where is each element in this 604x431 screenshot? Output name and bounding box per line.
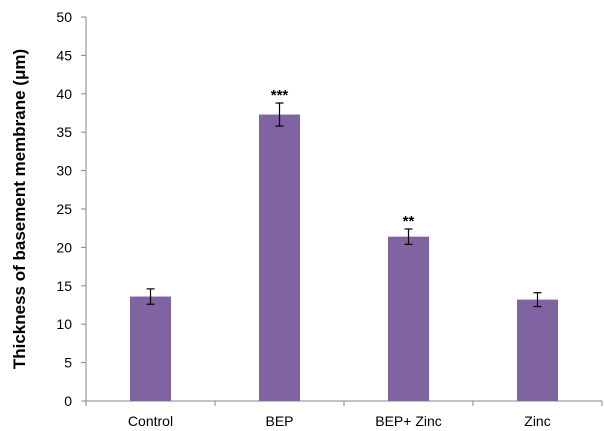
x-category-label: Zinc (524, 413, 550, 429)
x-category-label: Control (128, 413, 173, 429)
y-tick-label: 30 (56, 163, 72, 179)
x-category-label: BEP+ Zinc (375, 413, 442, 429)
significance-marker: ** (403, 213, 415, 230)
bar-zinc (517, 299, 558, 401)
significance-marker: *** (271, 87, 289, 104)
x-category-label: BEP (265, 413, 293, 429)
bar-bep (259, 114, 300, 401)
y-tick-label: 5 (64, 355, 72, 371)
y-tick-label: 25 (56, 201, 72, 217)
y-tick-label: 10 (56, 316, 72, 332)
y-tick-label: 50 (56, 9, 72, 25)
y-axis-title: Thickness of basement membrane (μm) (10, 49, 29, 369)
bar-bep-zinc (388, 236, 429, 401)
y-tick-label: 20 (56, 239, 72, 255)
bar-control (130, 296, 171, 401)
y-tick-label: 40 (56, 86, 72, 102)
y-tick-label: 0 (64, 393, 72, 409)
y-tick-label: 45 (56, 47, 72, 63)
y-tick-label: 35 (56, 124, 72, 140)
plot-area: 0 5 10 15 20 25 30 35 40 45 50 Control BEP *** BEP+ Zi… (56, 9, 603, 429)
y-tick-label: 15 (56, 278, 72, 294)
